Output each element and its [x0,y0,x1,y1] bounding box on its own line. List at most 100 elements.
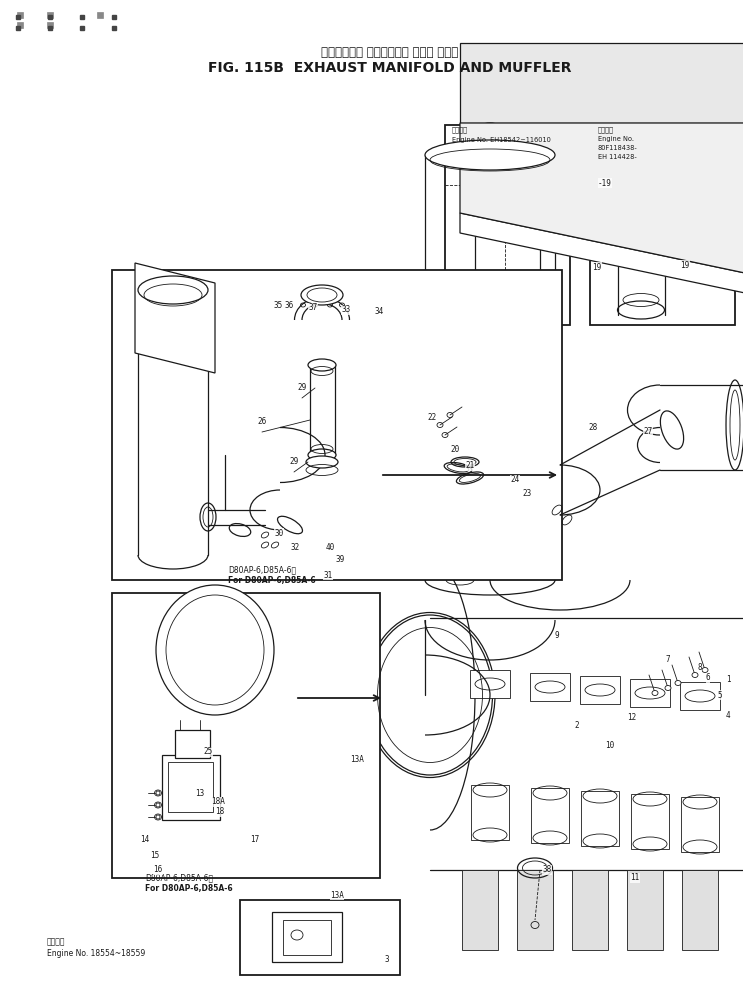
Text: 2: 2 [574,722,580,731]
Text: 14: 14 [140,835,149,844]
Text: 適用予備: 適用予備 [47,937,65,946]
Text: 7: 7 [666,655,670,664]
Text: 35: 35 [273,301,282,310]
Bar [17,22,23,28]
Ellipse shape [308,359,336,371]
Text: 13A: 13A [330,891,344,900]
Polygon shape [460,43,743,123]
Bar [168,762,213,812]
Text: 6: 6 [706,673,710,682]
Bar [581,791,619,846]
Text: 15: 15 [150,850,160,860]
Text: 3: 3 [385,955,389,964]
Bar [630,679,670,707]
Text: 38: 38 [542,866,551,875]
Ellipse shape [675,680,681,685]
Bar [272,912,342,962]
Bar [580,676,620,704]
Text: 適用予備: 適用予備 [452,127,468,133]
Text: 25: 25 [204,748,212,757]
Text: 31: 31 [323,571,333,580]
Text: 34: 34 [374,308,383,317]
Ellipse shape [702,667,708,672]
Text: 26: 26 [257,417,267,427]
Text: 12: 12 [627,714,637,723]
Ellipse shape [308,449,336,461]
Bar [530,673,570,701]
Text: 24: 24 [510,476,519,485]
Text: For D80AP-6,D85A-6: For D80AP-6,D85A-6 [228,576,316,585]
Text: 22: 22 [427,413,437,422]
Ellipse shape [306,456,338,468]
Bar [517,870,553,950]
Text: 適用予備: 適用予備 [598,127,614,133]
Text: 29: 29 [297,383,307,392]
Text: 18: 18 [215,807,224,816]
Text: 8: 8 [698,663,702,672]
Ellipse shape [365,613,495,778]
Polygon shape [460,213,743,293]
Bar [47,12,53,18]
Ellipse shape [652,690,658,695]
Bar [112,593,380,878]
Text: 27: 27 [643,428,652,437]
Bar [627,870,663,950]
Ellipse shape [692,672,698,677]
Bar [283,920,331,955]
Ellipse shape [368,615,493,775]
Text: 9: 9 [555,631,559,639]
Ellipse shape [301,285,343,305]
Polygon shape [135,263,215,373]
Text: 11: 11 [630,874,640,883]
Text: Engine No. EH18542~116010: Engine No. EH18542~116010 [452,137,551,143]
Bar [682,870,718,950]
Text: 36: 36 [285,301,293,310]
Text: 30: 30 [274,528,284,537]
Bar [97,12,103,18]
Text: エキゾースト マニホールド および マフラ: エキゾースト マニホールド および マフラ [322,46,458,59]
Text: Engine No.: Engine No. [598,136,634,142]
Text: EH 114428-: EH 114428- [598,154,637,160]
Text: 29: 29 [289,458,299,467]
Text: 13: 13 [195,788,204,797]
Text: -19: -19 [598,179,612,188]
Bar [462,870,498,950]
Ellipse shape [138,276,208,304]
Text: 5: 5 [718,690,722,699]
Text: D80AP-6,D85A-6用: D80AP-6,D85A-6用 [145,874,213,883]
Text: 40: 40 [325,543,334,552]
Text: 20: 20 [450,446,460,455]
Text: 32: 32 [291,543,299,552]
Bar [631,794,669,849]
Text: 33: 33 [341,306,351,315]
Bar [175,730,210,758]
Text: 19: 19 [681,260,690,269]
Polygon shape [460,123,743,273]
Text: FIG. 115B  EXHAUST MANIFOLD AND MUFFLER: FIG. 115B EXHAUST MANIFOLD AND MUFFLER [208,61,572,75]
Text: 39: 39 [335,555,345,564]
Bar [680,682,720,710]
Text: D80AP-6,D85A-6用: D80AP-6,D85A-6用 [228,565,296,575]
Bar [17,12,23,18]
Text: 17: 17 [250,835,259,844]
Text: Engine No. 18554~18559: Engine No. 18554~18559 [47,948,145,957]
Bar [112,270,562,580]
Text: 16: 16 [153,866,163,875]
Text: For D80AP-6,D85A-6: For D80AP-6,D85A-6 [145,884,233,893]
Bar [531,788,569,843]
Bar [470,670,510,698]
Text: 18A: 18A [211,797,225,806]
Text: 23: 23 [522,489,532,497]
Text: 21: 21 [465,462,475,471]
Ellipse shape [277,516,302,533]
Bar [240,900,400,975]
Text: 28: 28 [588,423,597,433]
Text: 4: 4 [726,711,730,720]
Text: 19: 19 [592,262,602,271]
Bar [471,785,509,840]
Text: 37: 37 [308,304,317,313]
Bar [162,755,220,820]
Bar [681,797,719,852]
Text: 1: 1 [726,675,730,684]
Bar [47,22,53,28]
